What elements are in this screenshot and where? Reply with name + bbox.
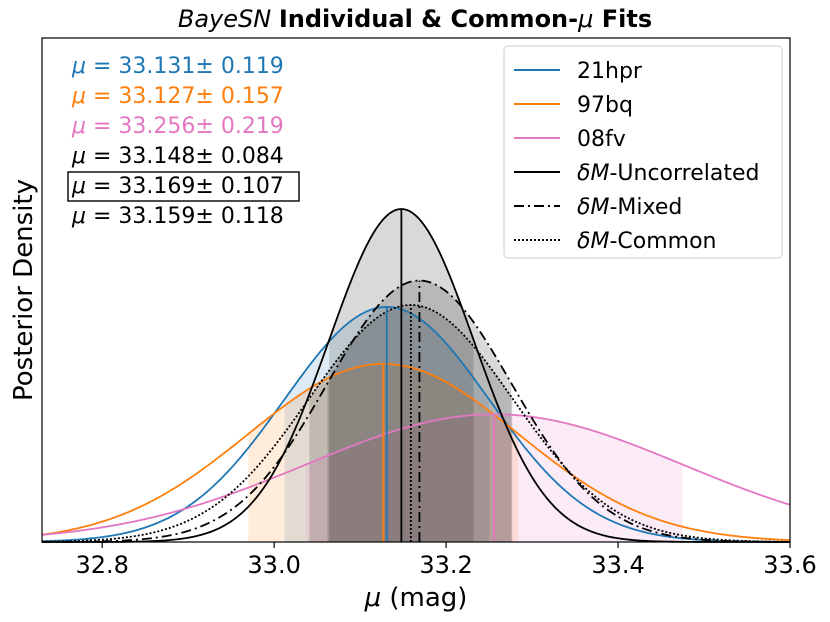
mu-highlight-box [67,171,300,202]
x-ticks: 32.8 33.0 33.2 33.4 33.6 [75,542,817,579]
legend-label-dM-Uncorrelated: δM-Uncorrelated [577,161,759,186]
legend-label-08fv: 08fv [577,127,626,152]
legend-label-97bq: 97bq [577,93,633,118]
legend: 21hpr 97bq 08fv δM-Uncorrelated δM-Mixed δM-C… [503,45,783,259]
y-axis-label: Posterior Density [9,179,39,401]
curve-dM-Mixed [42,279,791,543]
mu-label-97bq: μ = 33.127± 0.157 [71,84,284,109]
curve-dM-Common [41,304,791,543]
legend-label-21hpr: 21hpr [577,59,643,84]
shade-dM-Mixed [327,280,512,542]
curve-21hpr [41,306,791,543]
legend-label-dM-Mixed: δM-Mixed [577,195,682,220]
mu-label-dM-Common: μ = 33.159± 0.118 [71,204,284,229]
x-tick-label: 32.8 [75,551,128,579]
x-tick-label: 33.2 [419,551,472,579]
curve-97bq [41,362,791,541]
mu-label-dM-Mixed: μ = 33.169± 0.107 [71,174,284,199]
x-tick-label: 33.4 [591,551,644,579]
mu-label-08fv: μ = 33.256± 0.219 [71,114,284,139]
x-tick-label: 33.6 [763,551,816,579]
mu-label-21hpr: μ = 33.131± 0.119 [71,54,284,79]
mean-lines [382,209,496,542]
legend-box [503,45,783,259]
plot-frame [41,37,791,543]
x-tick-label: 33.0 [247,551,300,579]
mu-annotations: μ = 33.131± 0.119 μ = 33.127± 0.157 μ = 33… [67,54,300,229]
legend-label-dM-Common: δM-Common [577,229,716,254]
shade-dM-Common [309,304,513,542]
curve-08fv [41,413,791,536]
chart-title: BayeSN Individual & Common-μ Fits [178,5,652,33]
mu-label-dM-Uncorrelated: μ = 33.148± 0.084 [71,144,284,169]
x-axis-label: μ (mag) [364,583,468,613]
shaded-intervals [248,209,683,542]
